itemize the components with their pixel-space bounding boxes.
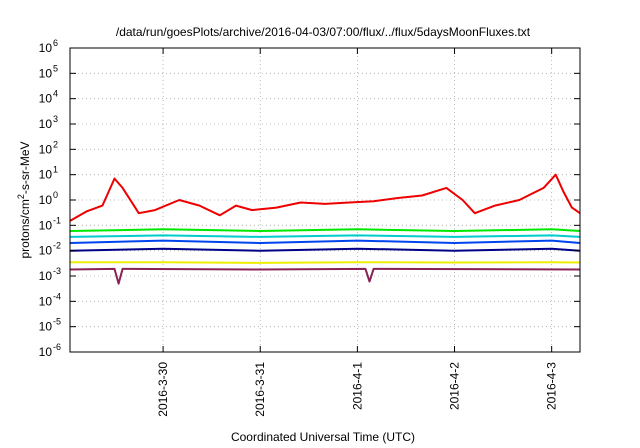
y-axis-title: protons/cm2-s-sr-MeV xyxy=(16,141,32,258)
y-tick-base: 10 xyxy=(39,41,53,55)
y-tick-exp: 1 xyxy=(53,165,58,175)
x-tick-label: 2016-4-1 xyxy=(350,362,364,410)
y-tick-exp: -2 xyxy=(53,241,61,251)
series-line-7 xyxy=(69,267,581,285)
y-tick-label: 105 xyxy=(39,63,58,80)
y-axis-title-sup: 2 xyxy=(16,194,26,199)
y-tick-base: 10 xyxy=(39,66,53,80)
series-line-1 xyxy=(69,173,581,222)
y-tick-exp: 5 xyxy=(53,63,58,73)
y-tick-exp: 6 xyxy=(53,38,58,48)
y-tick-label: 104 xyxy=(39,89,58,106)
chart-title: /data/run/goesPlots/archive/2016-04-03/0… xyxy=(116,25,531,39)
series-line-3 xyxy=(69,234,581,238)
x-tick-label: 2016-3-31 xyxy=(253,362,267,417)
y-tick-label: 10-2 xyxy=(39,241,61,258)
y-tick-label: 10-4 xyxy=(39,291,61,308)
series-group xyxy=(69,173,581,285)
y-tick-exp: 4 xyxy=(53,89,58,99)
y-tick-label: 10-1 xyxy=(39,215,61,232)
y-tick-base: 10 xyxy=(39,142,53,156)
x-axis-title: Coordinated Universal Time (UTC) xyxy=(231,430,415,444)
series-line-6 xyxy=(70,261,581,264)
y-tick-base: 10 xyxy=(39,244,53,258)
y-tick-base: 10 xyxy=(39,345,53,359)
series-line-4 xyxy=(69,239,581,244)
y-tick-label: 101 xyxy=(39,165,58,182)
grid xyxy=(70,48,580,352)
y-tick-exp: 0 xyxy=(53,190,58,200)
y-tick-base: 10 xyxy=(39,218,53,232)
y-tick-base: 10 xyxy=(39,117,53,131)
y-tick-label: 106 xyxy=(39,38,58,55)
x-tick-label: 2016-3-30 xyxy=(156,362,170,417)
y-tick-base: 10 xyxy=(39,92,53,106)
y-tick-base: 10 xyxy=(39,294,53,308)
y-tick-exp: 3 xyxy=(53,114,58,124)
y-axis-title-base: protons/cm xyxy=(18,199,32,258)
y-tick-exp: -5 xyxy=(53,317,61,327)
y-tick-base: 10 xyxy=(39,320,53,334)
y-axis-title-rest: -s-sr-MeV xyxy=(18,141,32,194)
y-tick-exp: -1 xyxy=(53,215,61,225)
y-tick-exp: -3 xyxy=(53,266,61,276)
y-tick-exp: 2 xyxy=(53,139,58,149)
y-tick-exp: -4 xyxy=(53,291,61,301)
y-tick-label: 10-3 xyxy=(39,266,61,283)
x-axis: 2016-3-30 2016-3-31 2016-4-1 2016-4-2 2016-4… xyxy=(156,48,559,417)
y-tick-label: 103 xyxy=(39,114,58,131)
series-line-5 xyxy=(69,247,581,252)
y-tick-base: 10 xyxy=(39,168,53,182)
x-tick-label: 2016-4-3 xyxy=(545,362,559,410)
x-tick-label: 2016-4-2 xyxy=(448,362,462,410)
y-tick-base: 10 xyxy=(39,269,53,283)
y-tick-label: 10-6 xyxy=(39,342,61,359)
y-tick-label: 100 xyxy=(39,190,58,207)
y-tick-exp: -6 xyxy=(53,342,61,352)
y-axis: 10-610-510-410-310-210-11001011021031041… xyxy=(39,38,580,359)
series-line-2 xyxy=(69,228,581,232)
y-tick-base: 10 xyxy=(39,193,53,207)
y-tick-label: 102 xyxy=(39,139,58,156)
y-tick-label: 10-5 xyxy=(39,317,61,334)
